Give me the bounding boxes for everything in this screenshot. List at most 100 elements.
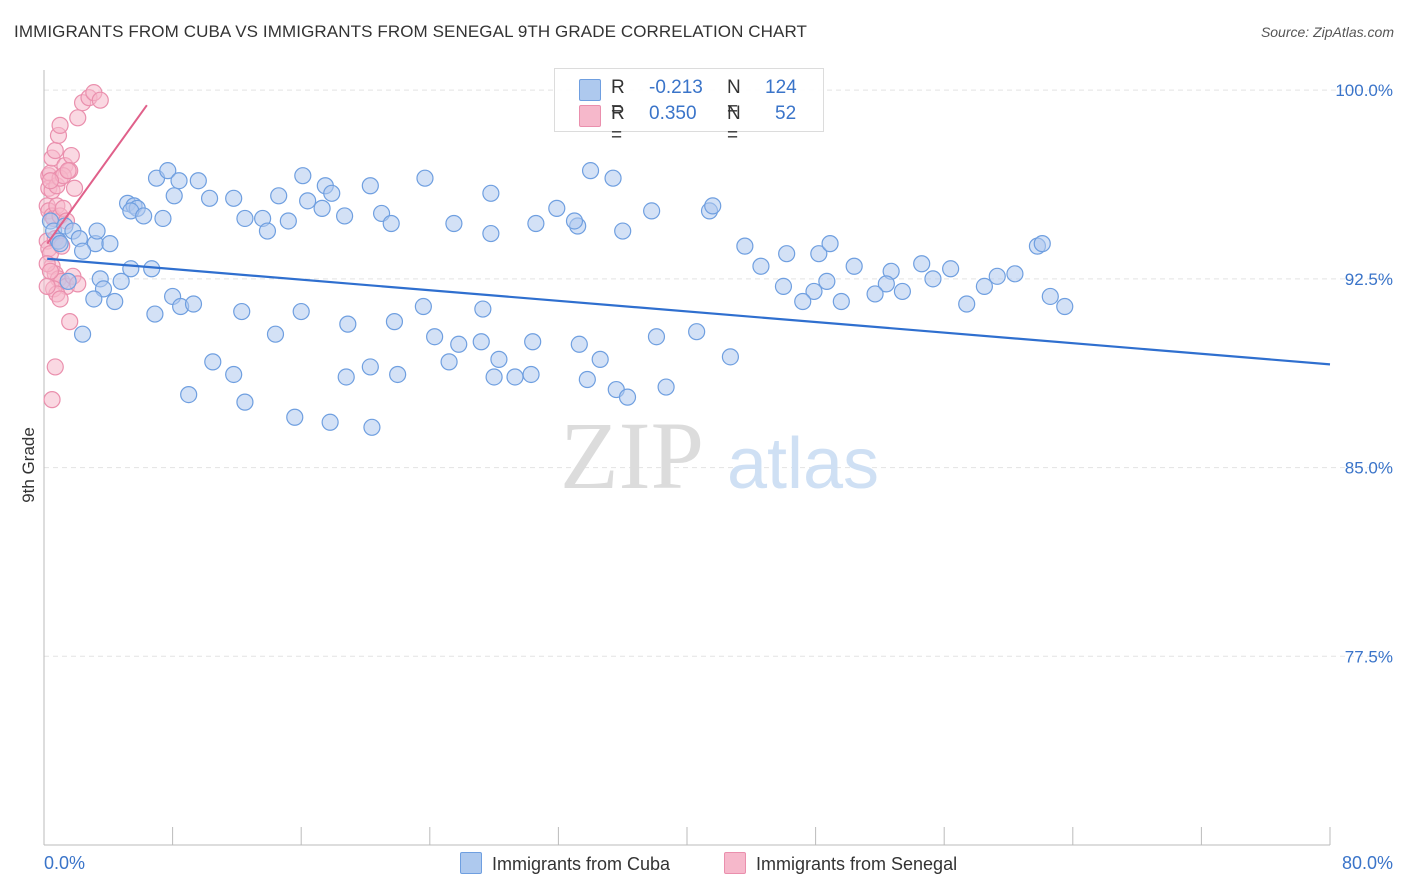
x-tick-labels: 0.0% 80.0% [44, 853, 1393, 873]
cuba-point [490, 350, 508, 368]
cuba-point [112, 272, 130, 290]
cuba-point [805, 282, 823, 301]
cuba-point [180, 385, 198, 404]
cuba-point [236, 209, 254, 228]
cuba-point [522, 365, 540, 384]
cuba-point [818, 272, 836, 290]
cuba-point [294, 167, 312, 185]
cuba-point [774, 277, 793, 295]
cuba-point [225, 365, 243, 384]
cuba-point [604, 169, 622, 187]
senegal-points [38, 84, 109, 409]
cuba-point [165, 187, 183, 205]
cuba-point [51, 235, 69, 253]
cuba-points [41, 162, 1074, 436]
stats-legend: R = -0.213 N = 124 R = 0.350 N = 52 [554, 68, 824, 146]
senegal-point [69, 109, 87, 127]
legend-n-value: 124 [765, 77, 797, 98]
cuba-point [189, 172, 207, 190]
watermark: ZIP atlas [560, 402, 879, 509]
cuba-point [382, 214, 400, 233]
cuba-point [591, 350, 609, 368]
cuba-point [323, 184, 341, 202]
cuba-point [337, 368, 355, 386]
cuba-point [614, 222, 632, 240]
cuba-point [339, 315, 357, 333]
source-note: Source: ZipAtlas.com [1260, 24, 1394, 40]
cuba-point [270, 187, 288, 205]
cuba-point [414, 297, 432, 316]
cuba-point [450, 335, 468, 353]
senegal-point [62, 146, 80, 165]
cuba-point [975, 277, 993, 295]
trend-lines [46, 104, 1331, 366]
cuba-point [426, 328, 444, 346]
cuba-point [361, 358, 379, 376]
cuba-point [472, 333, 490, 351]
cuba-point [524, 333, 542, 351]
watermark-zip: ZIP [560, 402, 704, 509]
legend-n-label: N = [727, 103, 741, 146]
legend-swatch-senegal [579, 105, 601, 127]
cuba-point [225, 189, 243, 207]
cuba-point [106, 292, 124, 311]
legend-n-value: 52 [775, 103, 797, 124]
cuba-point [258, 222, 277, 240]
cuba-point [73, 242, 92, 260]
x-tick-label: 0.0% [44, 853, 85, 873]
cuba-trend-line [47, 257, 1331, 366]
cuba-point [321, 413, 339, 431]
senegal-point [46, 358, 64, 376]
cuba-point [506, 368, 524, 386]
cuba-point [233, 302, 251, 321]
bottom-legend-swatch-cuba [460, 852, 482, 874]
cuba-point [581, 162, 600, 180]
cuba-point [313, 199, 331, 217]
cuba-point [736, 237, 754, 255]
legend-n-label: N = [727, 77, 741, 120]
cuba-point [924, 270, 942, 288]
cuba-point [485, 368, 503, 386]
cuba-point [643, 202, 661, 220]
cuba-point [548, 199, 566, 217]
senegal-point [41, 172, 60, 190]
senegal-point [59, 162, 77, 180]
cuba-point [299, 192, 317, 210]
cuba-point [85, 290, 103, 308]
cuba-point [958, 295, 976, 313]
cuba-point [810, 245, 828, 263]
cuba-point [482, 224, 500, 243]
cuba-point [988, 267, 1006, 285]
cuba-point [445, 214, 463, 233]
cuba-point [336, 207, 354, 225]
cuba-point [474, 300, 492, 318]
cuba-point [482, 184, 500, 202]
senegal-point [38, 277, 56, 295]
senegal-trend-line [46, 104, 148, 245]
senegal-point [41, 262, 60, 280]
cuba-point [389, 365, 407, 384]
cuba-point [778, 245, 796, 263]
cuba-point [657, 378, 675, 396]
cuba-point [1056, 297, 1074, 316]
cuba-point [565, 212, 584, 230]
cuba-point [440, 353, 458, 371]
cuba-point [146, 305, 164, 323]
cuba-point [1041, 287, 1059, 306]
cuba-point [204, 353, 222, 371]
watermark-atlas: atlas [727, 424, 879, 504]
senegal-point [91, 91, 109, 109]
cuba-point [159, 162, 177, 180]
bottom-legend-cuba: Immigrants from Cuba [460, 852, 670, 875]
cuba-point [578, 370, 596, 389]
cuba-point [363, 418, 381, 436]
cuba-point [73, 325, 92, 343]
cuba-point [1006, 265, 1024, 283]
y-tick-labels: 77.5% 85.0% 92.5% 100.0% [1335, 81, 1393, 666]
senegal-point [51, 116, 69, 134]
x-tick-label: 80.0% [1342, 853, 1393, 873]
cuba-point [236, 393, 254, 411]
cuba-point [570, 335, 588, 353]
cuba-point [416, 169, 434, 187]
